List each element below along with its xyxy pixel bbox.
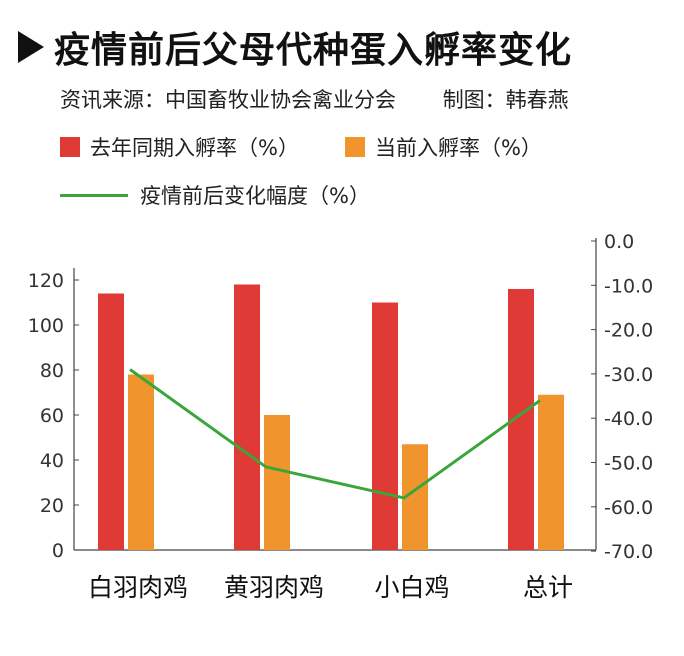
bar-last-year	[234, 284, 260, 550]
title-arrow-icon	[18, 31, 44, 63]
legend-swatch-last-year	[60, 137, 80, 157]
legend-swatch-change	[60, 193, 128, 197]
bar-current	[538, 394, 564, 550]
legend-label-change: 疫情前后变化幅度（%）	[140, 184, 370, 208]
category-label: 黄羽肉鸡	[224, 573, 324, 602]
chart-title: 疫情前后父母代种蛋入孵率变化	[54, 30, 573, 71]
bar-current	[128, 374, 154, 550]
right-tick-label: -20.0	[604, 320, 653, 342]
bar-last-year	[98, 293, 124, 550]
left-tick-label: 60	[40, 405, 64, 427]
title-row: 疫情前后父母代种蛋入孵率变化	[18, 18, 572, 76]
left-tick-label: 40	[40, 450, 64, 472]
right-tick-label: 0.0	[604, 231, 634, 253]
right-tick-label: -30.0	[604, 364, 653, 386]
right-tick-label: -70.0	[604, 541, 653, 563]
left-tick-label: 80	[40, 360, 64, 382]
right-tick-label: -40.0	[604, 408, 653, 430]
source-row: 资讯来源：中国畜牧业协会禽业分会 制图：韩春燕	[60, 84, 569, 114]
legend-label-last-year: 去年同期入孵率（%）	[90, 136, 299, 160]
bar-current	[264, 415, 290, 550]
left-tick-label: 20	[40, 495, 64, 517]
bar-last-year	[372, 302, 398, 550]
left-tick-label: 0	[52, 540, 64, 562]
left-tick-label: 100	[28, 315, 64, 337]
right-tick-label: -10.0	[604, 275, 653, 297]
category-label: 白羽肉鸡	[88, 573, 188, 602]
right-tick-label: -60.0	[604, 497, 653, 519]
legend-bars: 去年同期入孵率（%） 当前入孵率（%）	[60, 132, 542, 162]
right-tick-label: -50.0	[604, 453, 653, 475]
legend-line: 疫情前后变化幅度（%）	[60, 180, 370, 210]
category-label: 小白鸡	[374, 573, 449, 602]
left-tick-label: 120	[28, 270, 64, 292]
source-text: 资讯来源：中国畜牧业协会禽业分会	[60, 88, 396, 112]
author-text: 制图：韩春燕	[442, 88, 569, 112]
legend-swatch-current	[344, 137, 365, 157]
change-line	[129, 368, 541, 500]
category-label: 总计	[523, 573, 573, 602]
legend-label-current: 当前入孵率（%）	[374, 136, 542, 160]
